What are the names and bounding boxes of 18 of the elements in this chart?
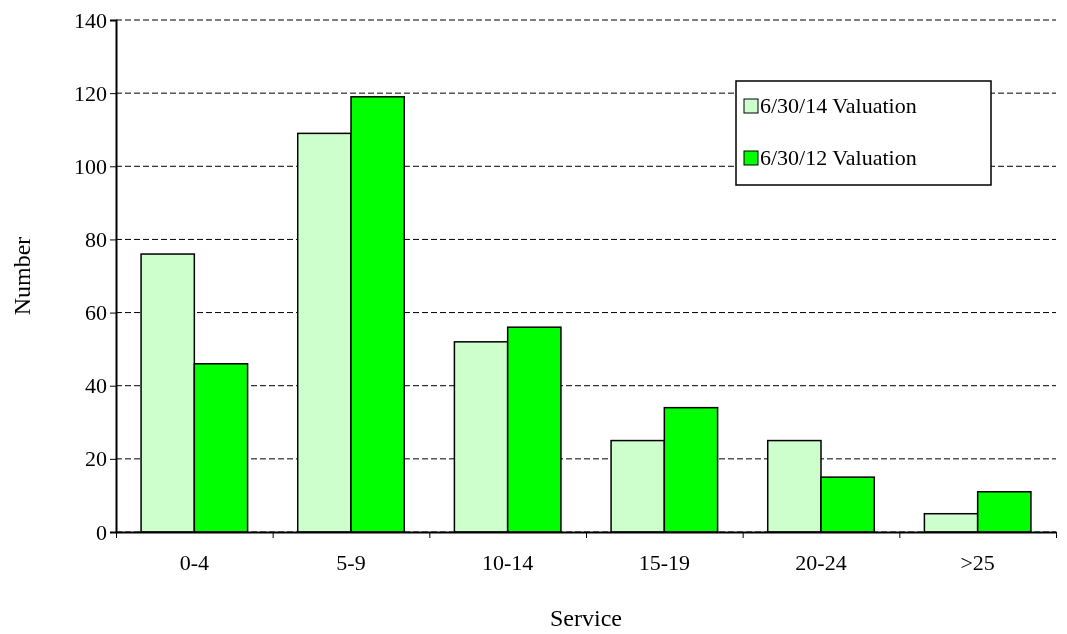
y-axis-title: Number [9, 236, 35, 316]
y-tick-label: 140 [74, 7, 107, 33]
legend-label: 6/30/12 Valuation [760, 145, 917, 170]
x-tick-label: 20-24 [795, 550, 847, 575]
y-tick-label: 0 [96, 519, 107, 545]
y-tick-label: 60 [85, 300, 107, 326]
x-tick-label: 0-4 [179, 550, 209, 575]
x-tick-label: >25 [960, 550, 995, 575]
x-tick-label: 10-14 [482, 550, 534, 575]
x-axis-title: Service [550, 605, 622, 631]
y-tick-label: 80 [85, 226, 107, 252]
x-tick-label: 5-9 [336, 550, 366, 575]
legend-label: 6/30/14 Valuation [760, 93, 917, 118]
y-tick-label: 40 [85, 373, 107, 399]
y-tick-label: 100 [74, 153, 107, 179]
y-tick-label: 120 [74, 80, 107, 106]
x-tick-label: 15-19 [638, 550, 690, 575]
y-tick-label: 20 [85, 446, 107, 472]
